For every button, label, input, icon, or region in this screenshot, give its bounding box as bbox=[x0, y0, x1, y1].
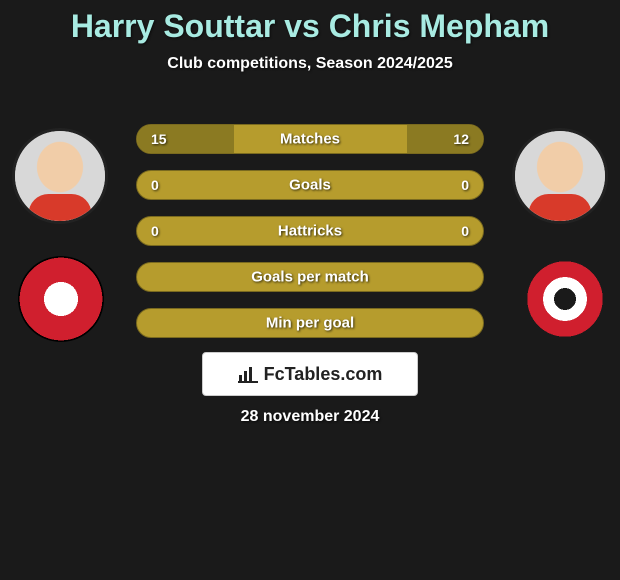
player2-name: Chris Mepham bbox=[329, 8, 549, 44]
stat-bar-goals-per-match: Goals per match bbox=[136, 262, 484, 292]
stat-right-value: 0 bbox=[461, 177, 469, 193]
team1-crest bbox=[18, 256, 104, 342]
stat-label: Goals bbox=[289, 177, 331, 194]
stat-bar-hattricks: 0 Hattricks 0 bbox=[136, 216, 484, 246]
comparison-card: Harry Souttar vs Chris Mepham Club compe… bbox=[0, 0, 620, 580]
player1-name: Harry Souttar bbox=[71, 8, 276, 44]
stat-bars: 15 Matches 12 0 Goals 0 0 Hattricks 0 Go… bbox=[136, 124, 484, 354]
face-placeholder-icon bbox=[515, 131, 605, 221]
date-label: 28 november 2024 bbox=[241, 408, 380, 426]
stat-label: Goals per match bbox=[251, 269, 369, 286]
stat-label: Min per goal bbox=[266, 315, 354, 332]
subtitle: Club competitions, Season 2024/2025 bbox=[0, 55, 620, 73]
stat-left-value: 0 bbox=[151, 223, 159, 239]
stat-left-value: 15 bbox=[151, 131, 167, 147]
bar-fill-right bbox=[407, 125, 483, 153]
bar-chart-icon bbox=[238, 365, 258, 383]
watermark-text: FcTables.com bbox=[264, 364, 383, 385]
stat-bar-min-per-goal: Min per goal bbox=[136, 308, 484, 338]
stat-right-value: 0 bbox=[461, 223, 469, 239]
team2-crest bbox=[522, 256, 608, 342]
vs-label: vs bbox=[284, 8, 320, 44]
stat-label: Hattricks bbox=[278, 223, 342, 240]
stat-bar-goals: 0 Goals 0 bbox=[136, 170, 484, 200]
player2-avatar bbox=[512, 128, 608, 224]
stat-right-value: 12 bbox=[453, 131, 469, 147]
player1-avatar bbox=[12, 128, 108, 224]
stat-label: Matches bbox=[280, 131, 340, 148]
stat-left-value: 0 bbox=[151, 177, 159, 193]
face-placeholder-icon bbox=[15, 131, 105, 221]
page-title: Harry Souttar vs Chris Mepham bbox=[0, 0, 620, 45]
watermark[interactable]: FcTables.com bbox=[202, 352, 418, 396]
stat-bar-matches: 15 Matches 12 bbox=[136, 124, 484, 154]
